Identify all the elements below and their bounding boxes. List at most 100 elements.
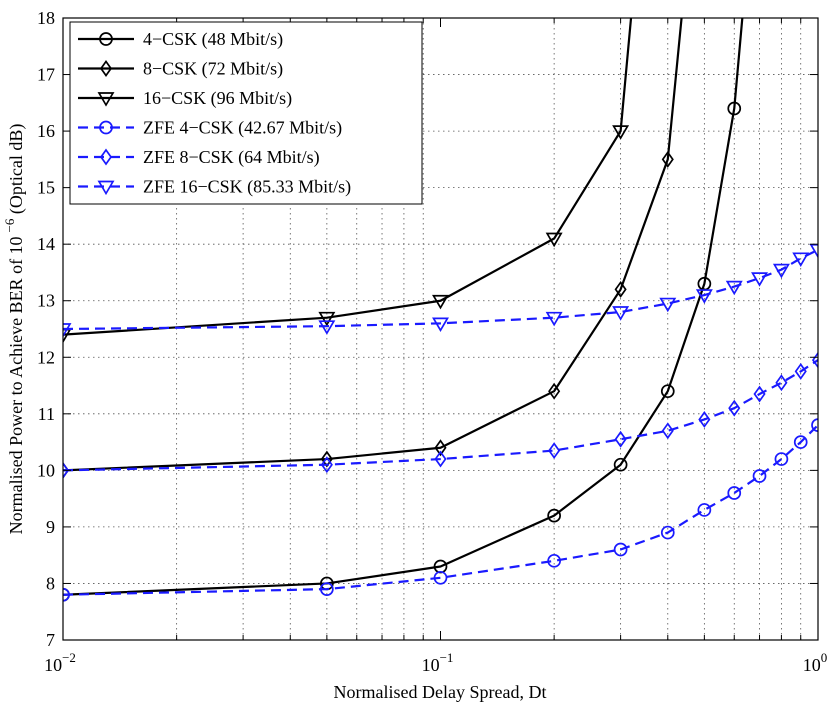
marker-triangle-down (792, 252, 810, 268)
axis-ticks (62, 17, 818, 641)
y-tick-label: 14 (37, 234, 55, 254)
marker-diamond (548, 442, 561, 460)
y-tick-label: 10 (37, 460, 55, 480)
legend-entry-label: ZFE 16−CSK (85.33 Mbit/s) (143, 177, 351, 198)
x-tick-label-exponent: −1 (440, 650, 454, 665)
marker-diamond (661, 422, 674, 440)
marker-triangle-down (432, 317, 449, 333)
marker-triangle-down (545, 311, 563, 327)
marker-diamond (728, 399, 741, 417)
marker-diamond (614, 430, 627, 448)
marker-triangle-down (545, 232, 563, 248)
series-group (63, 18, 818, 602)
marker-diamond (434, 439, 447, 457)
y-tick-label: 7 (46, 630, 55, 650)
legend-box (69, 21, 423, 205)
marker-circle (774, 452, 789, 466)
marker-diamond (661, 150, 674, 168)
y-tick-label: 9 (46, 517, 55, 537)
marker-circle (727, 101, 742, 116)
y-axis-label-main: Normalised Power to Achieve BER of 10 (6, 236, 26, 534)
marker-diamond (320, 450, 333, 468)
marker-circle (320, 582, 334, 596)
series-line (63, 248, 818, 331)
marker-circle (660, 384, 675, 399)
marker-circle (811, 418, 818, 432)
marker-triangle-down (751, 272, 769, 287)
legend-entry-label: ZFE 4−CSK (42.67 Mbit/s) (143, 118, 342, 139)
marker-triangle-down (318, 311, 336, 327)
marker-triangle-down (63, 323, 72, 338)
marker-circle (613, 542, 628, 557)
legend: 4−CSK (48 Mbit/s) 8−CSK (72 Mbit/s) 16−CSK… (69, 21, 423, 205)
legend-entry-label: 16−CSK (96 Mbit/s) (143, 88, 292, 109)
y-axis-label: Normalised Power to Achieve BER of 10−6 … (2, 124, 27, 535)
marker-circle (752, 469, 767, 483)
x-tick-label: 10−2 (44, 650, 76, 675)
series-line (63, 18, 744, 596)
series-line (63, 18, 633, 336)
marker-triangle-down (809, 243, 818, 259)
y-tick-label: 15 (37, 178, 55, 198)
marker-diamond (614, 280, 627, 298)
legend-entry-label: 4−CSK (48 Mbit/s) (143, 29, 283, 50)
marker-circle (63, 587, 70, 602)
series-4 (63, 418, 818, 602)
x-tick-label-base: 10 (44, 655, 62, 675)
y-tick-label: 17 (37, 65, 55, 85)
marker-circle (99, 120, 113, 135)
marker-diamond (320, 456, 333, 474)
y-tick-label: 8 (46, 573, 55, 593)
x-tick-label: 100 (803, 650, 828, 675)
series-3 (63, 18, 633, 344)
marker-diamond (794, 362, 807, 380)
marker-triangle-down (97, 180, 115, 196)
marker-diamond (99, 148, 113, 166)
x-tick-label-base: 10 (422, 655, 440, 675)
marker-diamond (698, 411, 711, 428)
marker-triangle-down (612, 125, 630, 140)
marker-circle (793, 435, 808, 449)
marker-triangle-down (659, 297, 677, 313)
legend-entry-label: ZFE 8−CSK (64 Mbit/s) (143, 147, 320, 168)
marker-circle (547, 553, 561, 568)
y-axis-label-exponent: −6 (2, 218, 17, 232)
marker-circle (99, 32, 113, 46)
marker-diamond (63, 461, 70, 479)
x-tick-label-base: 10 (803, 655, 821, 675)
y-tick-label: 13 (37, 291, 55, 311)
marker-diamond (99, 60, 113, 77)
marker-circle (433, 570, 448, 585)
marker-circle (697, 503, 712, 517)
x-tick-label-exponent: −2 (62, 650, 76, 665)
marker-circle (613, 457, 628, 472)
y-axis-label-unit: (Optical dB) (6, 124, 27, 219)
x-tick-label-exponent: 0 (821, 650, 828, 665)
x-tick-label: 10−1 (422, 650, 454, 675)
marker-circle (660, 525, 675, 540)
marker-triangle-down (612, 306, 630, 321)
marker-triangle-down (725, 280, 743, 296)
marker-triangle-down (772, 263, 790, 279)
x-axis-label: Normalised Delay Spread, Dt (334, 682, 547, 702)
marker-diamond (434, 450, 447, 468)
marker-circle (727, 486, 742, 500)
marker-diamond (753, 385, 766, 403)
y-tick-label: 16 (37, 121, 55, 141)
marker-triangle-down (318, 320, 336, 335)
y-tick-label: 18 (37, 8, 55, 28)
marker-triangle-down (63, 328, 72, 344)
marker-triangle-down (432, 294, 449, 310)
y-tick-label: 11 (38, 404, 55, 424)
y-tick-label: 12 (37, 347, 55, 367)
marker-diamond (775, 374, 788, 392)
series-6 (63, 243, 818, 338)
marker-circle (547, 508, 561, 523)
legend-entry-label: 8−CSK (72 Mbit/s) (143, 59, 283, 80)
series-line (63, 359, 818, 472)
marker-triangle-down (695, 289, 713, 304)
series-line (63, 424, 818, 596)
marker-triangle-down (97, 92, 115, 107)
